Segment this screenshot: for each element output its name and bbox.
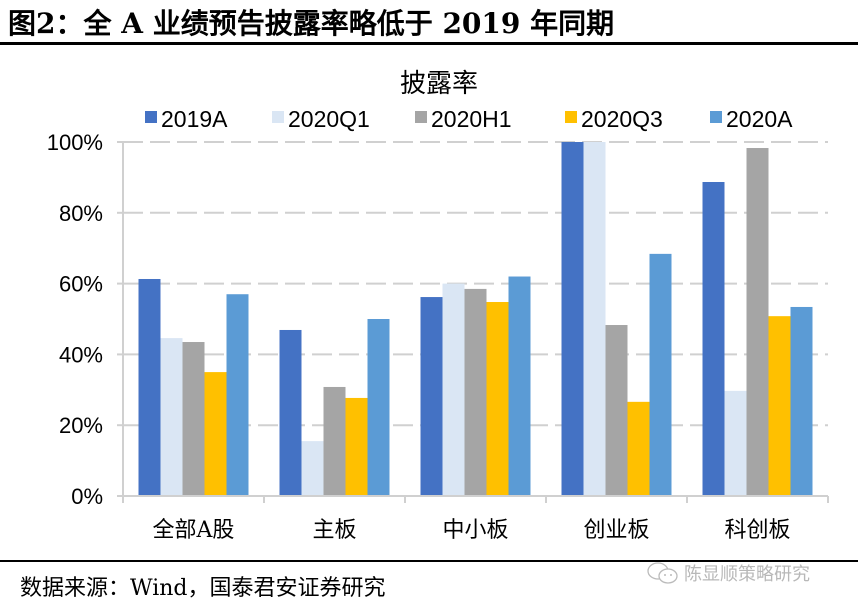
legend-swatch-2020Q1	[272, 111, 284, 123]
legend-label-2019A: 2019A	[161, 106, 228, 132]
bar-2020A-中小板	[508, 276, 531, 496]
figure-title: 图2：全 A 业绩预告披露率略低于 2019 年同期	[8, 7, 615, 40]
x-category-label: 主板	[312, 518, 356, 543]
bar-2020H1-科创板	[746, 148, 769, 496]
bar-2019A-中小板	[420, 297, 443, 496]
bar-2019A-创业板	[561, 142, 584, 496]
bar-2020Q1-全部A股	[160, 338, 183, 496]
bar-2020A-科创板	[790, 306, 813, 496]
y-tick-label: 20%	[59, 413, 103, 438]
bar-2020Q3-主板	[345, 397, 368, 496]
bar-2020H1-创业板	[605, 325, 628, 496]
bar-2020H1-中小板	[464, 288, 487, 496]
bar-2019A-全部A股	[138, 278, 161, 496]
bar-2020Q1-科创板	[724, 390, 747, 496]
legend-label-2020H1: 2020H1	[431, 106, 512, 132]
bar-2020Q3-创业板	[627, 401, 650, 496]
legend-swatch-2020H1	[415, 111, 427, 123]
legend-swatch-2020Q3	[565, 111, 577, 123]
y-axis: 0% 20% 40% 60% 80% 100%	[47, 130, 124, 509]
bar-2020A-创业板	[649, 253, 672, 496]
wechat-icon	[647, 562, 678, 584]
legend: 2019A 2020Q1 2020H1 2020Q3 2020A	[145, 106, 793, 132]
legend-label-2020Q1: 2020Q1	[288, 106, 370, 132]
bar-2020Q1-中小板	[442, 283, 465, 496]
bars	[138, 142, 813, 496]
legend-swatch-2019A	[145, 111, 157, 123]
y-tick-label: 80%	[59, 201, 103, 226]
chart-title: 披露率	[400, 69, 478, 99]
bar-2019A-主板	[279, 329, 302, 496]
bar-2020Q3-全部A股	[204, 372, 227, 496]
bar-chart: 披露率 2019A 2020Q1 2020H1 2020Q3 2020A 0% 20% 40…	[47, 69, 829, 543]
bar-2020A-全部A股	[226, 294, 249, 496]
y-tick-label: 0%	[71, 484, 103, 509]
watermark-text: 陈显顺策略研究	[684, 564, 810, 584]
bar-2020Q3-中小板	[486, 302, 509, 496]
bar-2020H1-全部A股	[182, 342, 205, 496]
bottom-rule	[0, 560, 858, 562]
legend-swatch-2020A	[710, 111, 722, 123]
bar-2020H1-主板	[323, 386, 346, 496]
bar-2020Q3-科创板	[768, 316, 791, 496]
top-rule	[0, 42, 858, 45]
x-category-label: 全部A股	[153, 518, 235, 543]
legend-label-2020Q3: 2020Q3	[581, 106, 663, 132]
bar-2020Q1-创业板	[583, 142, 606, 496]
bar-2020A-主板	[367, 319, 390, 496]
y-tick-label: 60%	[59, 272, 103, 297]
x-category-label: 中小板	[442, 518, 508, 543]
bar-2020Q1-主板	[301, 441, 324, 496]
watermark: 陈显顺策略研究	[646, 560, 810, 586]
source-note: 数据来源：Wind，国泰君安证券研究	[20, 576, 386, 601]
legend-label-2020A: 2020A	[726, 106, 793, 132]
y-tick-label: 40%	[59, 342, 103, 367]
bar-2019A-科创板	[702, 182, 725, 496]
x-category-label: 科创板	[724, 518, 790, 543]
x-category-label: 创业板	[583, 518, 649, 543]
y-tick-label: 100%	[47, 130, 103, 155]
x-axis: 全部A股 主板 中小板 创业板 科创板	[122, 495, 829, 543]
